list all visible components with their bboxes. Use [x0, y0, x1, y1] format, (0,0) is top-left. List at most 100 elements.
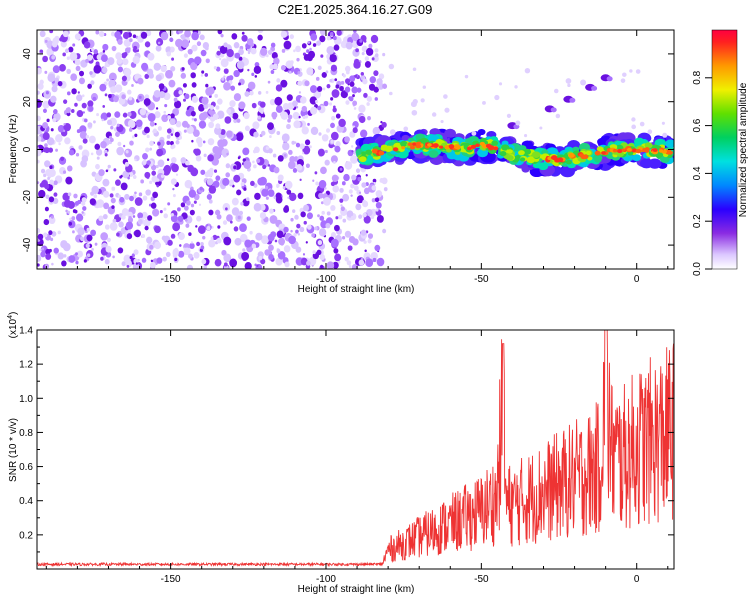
- spectrogram-noise-blob: [261, 188, 269, 197]
- spectrogram-noise-blob: [121, 208, 129, 216]
- spectrogram-noise-blob: [48, 216, 56, 225]
- spectrogram-noise-blob: [277, 251, 286, 260]
- spectrogram-noise-blob: [96, 112, 100, 117]
- spectrogram-noise-blob: [353, 30, 357, 34]
- spectrogram-noise-blob: [111, 205, 115, 210]
- spectrogram-signal-mark: [587, 156, 593, 161]
- spectrogram-signal-mark: [466, 146, 472, 151]
- spectrogram-noise-blob: [250, 47, 257, 55]
- spectrogram-noise-blob: [315, 99, 319, 104]
- spectrogram-noise-blob: [296, 57, 300, 62]
- snr-ticks: -150 -100 -50 0 0.2 0.4 0.6 0.8 1.0 1.2 1.4: [19, 326, 674, 585]
- spectrogram-signal-mark: [428, 150, 439, 158]
- spectrogram-noise-blob: [44, 183, 50, 190]
- spectrogram-noise-blob: [42, 122, 49, 129]
- spectrogram-noise-blob: [342, 193, 350, 202]
- spectrogram-noise-blob: [301, 126, 309, 135]
- spectrogram-noise-blob: [63, 123, 66, 126]
- spectrogram-noise-blob: [351, 174, 357, 181]
- spectrogram-noise-blob: [200, 49, 207, 57]
- spectrogram-noise-blob: [43, 173, 47, 178]
- spectrogram-noise-blob: [166, 46, 171, 52]
- spectrogram-noise-blob: [170, 133, 174, 136]
- spectrogram-noise-blob: [301, 43, 307, 49]
- spectrogram-noise-blob: [78, 77, 85, 85]
- spectrogram-noise-blob: [132, 56, 140, 65]
- spectrogram-noise-blob: [175, 38, 183, 48]
- spectrogram-noise-blob: [380, 120, 383, 124]
- spectrogram-noise-blob: [108, 79, 116, 88]
- spectrogram-noise-blob: [257, 30, 264, 34]
- spectrogram-noise-blob: [141, 233, 146, 239]
- spectrogram-noise-blob: [304, 80, 310, 87]
- spectrogram-signal-mark: [371, 148, 379, 154]
- spectrogram-noise-blob: [115, 179, 121, 186]
- spectrogram-noise-blob: [222, 220, 228, 225]
- spectrogram-noise-blob: [233, 118, 238, 124]
- spectrogram-noise-blob: [37, 227, 41, 234]
- spectrogram-secondary-feature-halo: [591, 85, 598, 91]
- spectrogram-noise-blob: [160, 31, 169, 41]
- spectrogram-noise-blob: [217, 30, 223, 35]
- spectrogram-noise-blob: [184, 160, 190, 166]
- spectrogram-signal-mark: [475, 143, 480, 148]
- spectrogram-noise-blob: [48, 168, 56, 178]
- spectrogram-noise-blob: [114, 31, 121, 39]
- spectrogram-noise-blob: [351, 145, 354, 148]
- snr-y-tick-label: 1.2: [19, 360, 33, 371]
- spectrogram-noise-blob: [71, 109, 75, 113]
- spectrogram-noise-blob: [310, 106, 318, 115]
- spectrogram-noise-blob: [174, 247, 178, 251]
- spectrogram-noise-blob: [283, 40, 292, 50]
- spectrogram-noise-blob: [142, 195, 148, 201]
- colorbar-tick-label: 0.2: [692, 214, 703, 228]
- spectrogram-noise-blob: [206, 226, 211, 231]
- spectrogram-noise-blob: [214, 126, 222, 135]
- spectrogram-noise-blob: [83, 118, 88, 123]
- spectrogram-noise-blob: [358, 259, 365, 266]
- spectrogram-noise-blob: [262, 164, 267, 170]
- spectrogram-noise-blob: [149, 261, 156, 269]
- spectrogram-noise-blob: [63, 199, 72, 208]
- spectrogram-signal-mark: [401, 134, 410, 142]
- spectrogram-noise-blob: [47, 176, 51, 181]
- spectrogram-noise-blob: [156, 184, 159, 188]
- spectrogram-noise-blob: [131, 83, 134, 87]
- spectrogram-faint-speck: [515, 120, 521, 126]
- spectrogram-noise-blob: [163, 207, 167, 211]
- colorbar-gradient: [711, 29, 738, 270]
- spectrogram-noise-blob: [110, 31, 116, 37]
- spectrogram-noise-blob: [196, 137, 203, 145]
- spectrogram-noise-blob: [303, 204, 310, 212]
- spectrogram-faint-speck: [580, 79, 587, 86]
- spectrogram-noise-blob: [128, 171, 134, 177]
- spectrogram-signal-mark: [579, 153, 585, 157]
- spectrogram-noise-blob: [150, 202, 157, 209]
- spectrogram-noise-blob: [126, 233, 133, 240]
- spectrogram-noise-blob: [306, 212, 313, 220]
- spectrogram-noise-blob: [251, 72, 255, 77]
- spectrogram-noise-blob: [338, 214, 343, 220]
- spectrogram-y-label: Frequency (Hz): [8, 115, 19, 184]
- spectrogram-noise-blob: [339, 85, 344, 92]
- spectrogram-noise-blob: [60, 40, 67, 48]
- spectrogram-noise-blob: [204, 171, 210, 178]
- snr-y-tick-label: 0.8: [19, 428, 33, 439]
- spectrogram-noise-blob: [343, 173, 350, 182]
- snr-panel: -150 -100 -50 0 0.2 0.4 0.6 0.8 1.0 1.2 1.4 Height…: [7, 312, 675, 595]
- spectrogram-noise-blob: [68, 149, 75, 156]
- spectrogram-noise-blob: [271, 52, 278, 59]
- spectrogram-noise-blob: [44, 39, 48, 43]
- spectrogram-noise-blob: [298, 91, 302, 94]
- snr-y-tick-label: 1.4: [19, 326, 33, 337]
- spectrogram-noise-blob: [333, 248, 339, 254]
- spectrogram-noise-blob: [336, 30, 342, 36]
- spectrogram-noise-blob: [106, 78, 110, 82]
- spectrogram-x-tick-label: -100: [316, 274, 336, 285]
- spectrogram-noise-blob: [58, 142, 61, 146]
- spectrogram-noise-blob: [50, 215, 54, 219]
- spectrogram-noise-blob: [229, 113, 233, 118]
- spectrogram-noise-blob: [242, 56, 246, 61]
- spectrogram-noise-blob: [96, 199, 105, 208]
- spectrogram-noise-blob: [159, 209, 163, 214]
